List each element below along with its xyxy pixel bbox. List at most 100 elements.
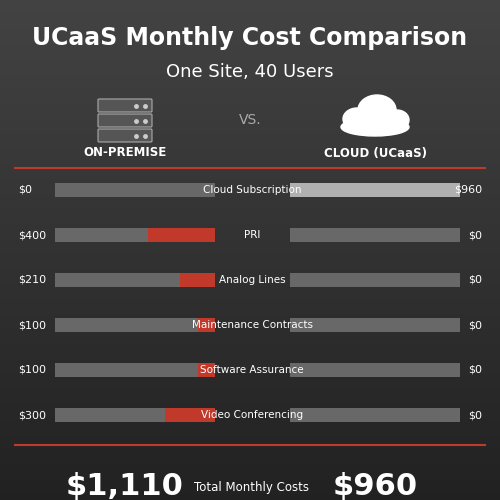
Bar	[0, 340, 500, 346]
Text: Cloud Subscription: Cloud Subscription	[203, 185, 301, 195]
Bar	[0, 235, 500, 241]
Bar	[165, 408, 215, 422]
Bar	[0, 40, 500, 46]
Text: $960: $960	[454, 185, 482, 195]
Bar	[0, 490, 500, 496]
Bar	[0, 0, 500, 6]
Bar	[0, 55, 500, 61]
Ellipse shape	[341, 118, 409, 136]
Bar	[0, 190, 500, 196]
Bar	[0, 75, 500, 81]
Bar	[0, 290, 500, 296]
Bar	[148, 228, 215, 242]
Text: $100: $100	[18, 365, 46, 375]
Bar	[0, 160, 500, 166]
Bar	[0, 90, 500, 96]
Bar	[290, 408, 460, 422]
Text: $1,110: $1,110	[66, 472, 184, 500]
Bar	[0, 170, 500, 176]
Bar	[0, 305, 500, 311]
Bar	[0, 280, 500, 286]
Bar	[55, 318, 199, 332]
Bar	[0, 245, 500, 251]
Text: $0: $0	[468, 275, 482, 285]
Bar	[0, 350, 500, 356]
Text: $0: $0	[468, 365, 482, 375]
Bar	[0, 330, 500, 336]
Bar	[0, 375, 500, 381]
Bar	[0, 110, 500, 116]
Bar	[0, 385, 500, 391]
Bar	[0, 460, 500, 466]
Bar	[0, 335, 500, 341]
Bar	[0, 225, 500, 231]
Bar	[0, 135, 500, 141]
Bar	[0, 300, 500, 306]
Bar	[0, 275, 500, 281]
Bar	[0, 125, 500, 131]
Bar	[0, 220, 500, 226]
Bar	[0, 265, 500, 271]
Bar	[0, 205, 500, 211]
Text: $100: $100	[18, 320, 46, 330]
Bar	[0, 365, 500, 371]
Text: $0: $0	[468, 410, 482, 420]
Bar	[0, 65, 500, 71]
Bar	[0, 200, 500, 206]
Bar	[290, 228, 460, 242]
Bar	[0, 155, 500, 161]
Bar	[0, 480, 500, 486]
Bar	[0, 10, 500, 16]
Bar	[0, 405, 500, 411]
Bar	[0, 475, 500, 481]
FancyBboxPatch shape	[98, 99, 152, 112]
Bar	[55, 408, 165, 422]
Text: $300: $300	[18, 410, 46, 420]
Bar	[198, 363, 215, 377]
Bar	[0, 20, 500, 26]
Bar	[0, 195, 500, 201]
Bar	[0, 445, 500, 451]
Bar	[55, 183, 215, 197]
Bar	[0, 270, 500, 276]
Bar	[0, 485, 500, 491]
Bar	[0, 150, 500, 156]
Bar	[0, 30, 500, 36]
Ellipse shape	[385, 110, 409, 130]
Bar	[0, 240, 500, 246]
Bar	[0, 310, 500, 316]
Bar	[0, 345, 500, 351]
Bar	[0, 315, 500, 321]
Bar	[0, 450, 500, 456]
Bar	[0, 440, 500, 446]
Text: $400: $400	[18, 230, 46, 240]
Text: Software Assurance: Software Assurance	[200, 365, 304, 375]
Bar	[290, 363, 460, 377]
Bar	[0, 100, 500, 106]
Bar	[0, 60, 500, 66]
Text: Maintenance Contracts: Maintenance Contracts	[192, 320, 312, 330]
Bar	[0, 285, 500, 291]
Bar	[0, 35, 500, 41]
Bar	[0, 380, 500, 386]
Bar	[0, 425, 500, 431]
Bar	[180, 273, 215, 287]
Bar	[0, 320, 500, 326]
Text: Video Conferencing: Video Conferencing	[201, 410, 303, 420]
Bar	[0, 50, 500, 56]
Text: $0: $0	[468, 320, 482, 330]
Bar	[0, 470, 500, 476]
Text: CLOUD (UCaaS): CLOUD (UCaaS)	[324, 146, 426, 160]
Text: $0: $0	[468, 230, 482, 240]
Ellipse shape	[343, 108, 371, 130]
Text: Total Monthly Costs: Total Monthly Costs	[194, 480, 310, 494]
Bar	[0, 400, 500, 406]
Bar	[0, 80, 500, 86]
Bar	[0, 185, 500, 191]
Bar	[0, 175, 500, 181]
Bar	[55, 273, 180, 287]
Bar	[0, 230, 500, 236]
Bar	[0, 180, 500, 186]
Bar	[0, 165, 500, 171]
Bar	[0, 325, 500, 331]
